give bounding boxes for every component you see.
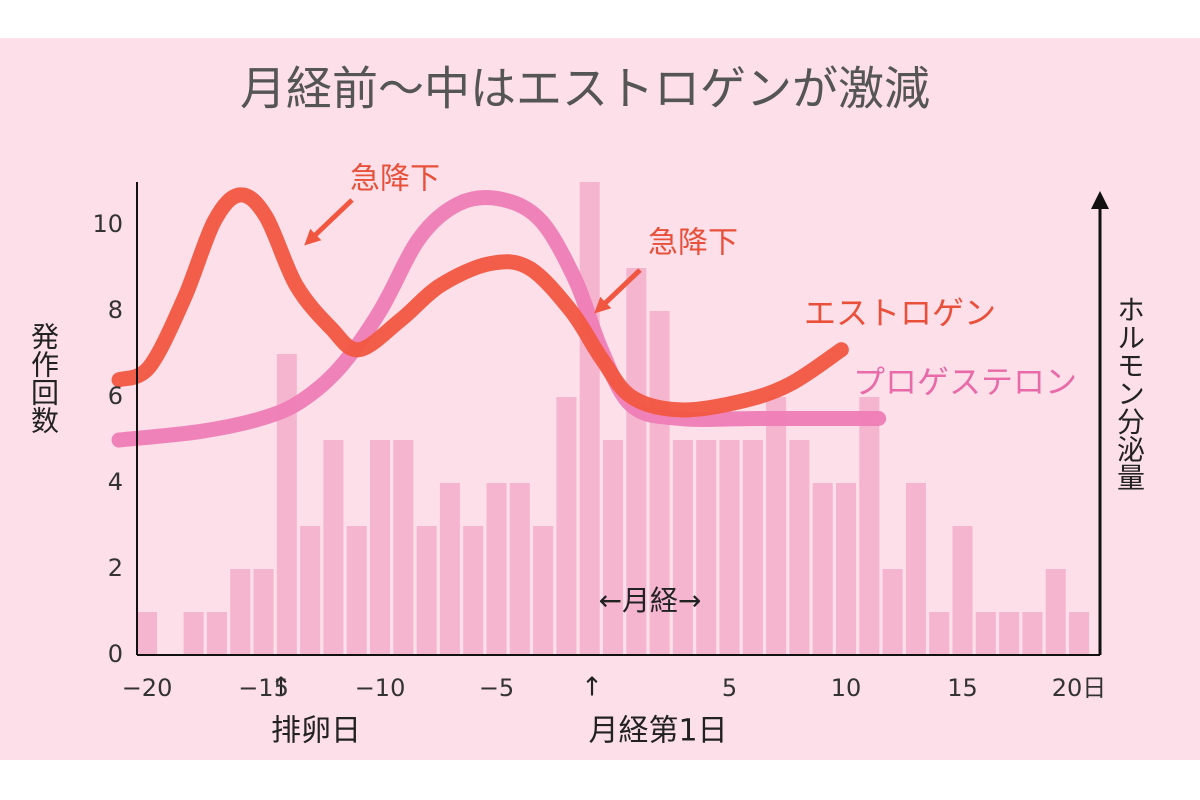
bar [975,612,996,655]
annotation-arrow [594,268,642,314]
line [111,190,887,448]
x-tick-label: 20日 [1052,674,1107,702]
y-tick-label: 8 [108,296,123,324]
x-tick-label: 15 [947,674,978,702]
bar [276,354,297,655]
bar [183,612,204,655]
bar [370,440,391,655]
bar [137,612,158,655]
bar [719,440,740,655]
bar [533,526,554,655]
bar [323,440,344,655]
bar [1045,569,1066,655]
chart-title: 月経前〜中はエストロゲンが激減 [240,62,930,116]
line [111,187,849,418]
x-tick-label: −10 [355,674,406,702]
bar [836,483,857,655]
bar [1069,612,1090,655]
y-label: 発作回数 [27,322,60,434]
bar [579,182,600,655]
lines [111,187,887,448]
x-tick-label: 5 [722,674,737,702]
bar [859,397,880,655]
bar [253,569,274,655]
bar [393,440,414,655]
x-tick-label: 10 [831,674,862,702]
bar [626,268,647,655]
bar [486,483,507,655]
bar [416,526,437,655]
bar [206,612,227,655]
bar [556,397,577,655]
annotation: ↑ [270,673,292,703]
annotation: 排卵日 [271,714,361,749]
y-tick-label: 2 [108,554,123,582]
y-tick-label: 10 [92,210,123,238]
bar [766,397,787,655]
bar [742,440,763,655]
bar [812,483,833,655]
bar [696,440,717,655]
annotation: ←月経→ [599,584,702,617]
bar [230,569,251,655]
bar [929,612,950,655]
annotation: ↑ [581,673,603,703]
annotation: 急降下 [648,226,738,261]
series-label: エストロゲン [804,294,996,332]
bar [672,440,693,655]
y-tick-label: 4 [108,468,123,496]
bars [137,182,1090,655]
annotation: 月経第1日 [588,714,727,749]
x-tick-label: −5 [479,674,514,702]
bar [952,526,973,655]
bar [603,440,624,655]
bar [509,483,530,655]
series-label: プロゲステロン [853,363,1077,401]
bar [346,526,367,655]
y-tick-label: 0 [108,640,123,668]
y2-label: ホルモン分泌量 [1113,295,1146,491]
annotation-arrow [304,198,354,246]
bar [999,612,1020,655]
x-tick-label: −15 [238,674,289,702]
x-tick-label: −20 [122,674,173,702]
y-tick-label: 6 [108,382,123,410]
bar [649,311,670,655]
bar [1022,612,1043,655]
bar [789,440,810,655]
annotation: 急降下 [350,162,440,197]
bar [905,483,926,655]
bar [439,483,460,655]
bar [463,526,484,655]
bar [882,569,903,655]
bar [300,526,321,655]
